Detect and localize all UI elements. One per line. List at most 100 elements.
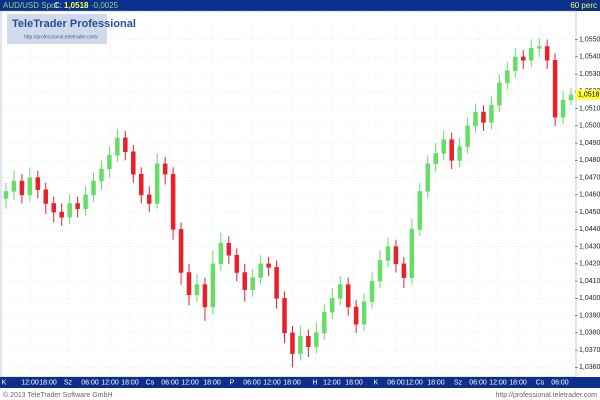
x-tick-label: 06:00 xyxy=(81,379,99,386)
candle-body xyxy=(146,194,152,204)
candle-body xyxy=(154,163,160,204)
candle-body xyxy=(250,277,255,290)
logo-url: http://professional.teletrader.com/ xyxy=(24,34,99,40)
candle-body xyxy=(385,246,391,261)
x-tick-label: 06:00 xyxy=(243,379,261,386)
candle-body xyxy=(83,194,88,209)
x-tick-label: 06:00 xyxy=(161,379,179,386)
y-tick-label: 1,0530 xyxy=(579,71,600,78)
candle-body xyxy=(75,203,80,209)
candle-body xyxy=(322,311,327,334)
y-tick-label: 1,0540 xyxy=(579,54,600,61)
candle-body xyxy=(393,246,399,265)
y-tick-label: 1,0470 xyxy=(579,174,600,181)
candle-body xyxy=(306,336,311,347)
y-tick-label: 1,0400 xyxy=(579,295,600,302)
candle-body xyxy=(3,191,9,199)
x-tick-label: 12:00 xyxy=(181,379,199,386)
candle-body xyxy=(449,139,454,161)
candle-body xyxy=(361,301,367,325)
candle-body xyxy=(274,267,279,299)
candle-body xyxy=(107,154,112,170)
candle-body xyxy=(162,163,168,175)
candle-body xyxy=(59,211,64,218)
candle-body xyxy=(115,137,120,156)
candle-body xyxy=(465,125,470,147)
copyright: © 2013 TeleTrader Software GmbH xyxy=(3,391,112,399)
candle-body xyxy=(139,173,144,196)
logo-box xyxy=(7,14,107,44)
candle-body xyxy=(425,163,431,192)
y-tick-label: 1,0370 xyxy=(579,347,600,354)
candle-body xyxy=(35,177,41,190)
candle-body xyxy=(401,263,407,278)
last-price-box xyxy=(576,89,600,100)
last-price-label: 1,0518 xyxy=(578,92,600,99)
close-caption: C: xyxy=(54,1,62,10)
header-bar xyxy=(0,0,600,11)
y-tick-label: 1,0550 xyxy=(579,36,600,43)
x-tick-label: 12:00 xyxy=(489,379,507,386)
y-tick-label: 1,0380 xyxy=(579,330,600,337)
candle-body xyxy=(521,56,526,61)
candle-body xyxy=(19,180,25,196)
candle-body xyxy=(218,242,224,265)
candle-body xyxy=(298,336,303,354)
x-tick-label: 18:00 xyxy=(203,379,221,386)
candle-body xyxy=(67,203,72,218)
y-tick-label: 1,0440 xyxy=(579,226,600,233)
candle-body xyxy=(266,263,271,268)
candle-body xyxy=(552,60,558,118)
candle-body xyxy=(337,284,343,299)
x-tick-label: K xyxy=(2,379,7,386)
candle-body xyxy=(234,254,240,273)
x-tick-label: 12:00 xyxy=(263,379,281,386)
candle-body xyxy=(473,111,478,127)
x-tick-label: 12:00 xyxy=(101,379,119,386)
candle-body xyxy=(377,260,383,282)
x-tick-label: 12:00 xyxy=(323,379,341,386)
x-tick-label: 12:00 xyxy=(21,379,39,386)
candle-body xyxy=(433,153,438,165)
x-tick-label: H xyxy=(312,379,317,386)
candle-body xyxy=(369,280,375,303)
x-tick-label: 18:00 xyxy=(283,379,301,386)
candle-body xyxy=(11,180,17,192)
candle-body xyxy=(170,173,176,230)
x-tick-label: K xyxy=(374,379,379,386)
interval: 60 perc xyxy=(570,1,597,10)
candle-body xyxy=(409,229,415,278)
plot-area xyxy=(0,10,577,378)
y-tick-label: 1,0420 xyxy=(579,261,600,268)
x-axis-bar xyxy=(0,377,600,388)
y-tick-label: 1,0450 xyxy=(579,209,600,216)
candle-body xyxy=(226,242,232,256)
x-tick-label: 18:00 xyxy=(345,379,363,386)
x-tick-label: 18:00 xyxy=(427,379,445,386)
x-tick-label: 18:00 xyxy=(121,379,139,386)
candle-body xyxy=(481,111,486,123)
y-tick-label: 1,0430 xyxy=(579,243,600,250)
y-tick-label: 1,0390 xyxy=(579,312,600,319)
candle-body xyxy=(131,151,136,175)
candle-body xyxy=(51,203,56,213)
change-value: -0,0025 xyxy=(91,1,119,10)
x-tick-label: Sz xyxy=(64,379,73,386)
candle-body xyxy=(457,146,462,161)
candle-body xyxy=(290,332,295,354)
x-tick-label: Cs xyxy=(146,379,155,386)
candle-body xyxy=(282,298,287,334)
x-tick-label: 06:00 xyxy=(551,379,569,386)
candle-body xyxy=(99,168,104,182)
y-tick-label: 1,0410 xyxy=(579,278,600,285)
candle-body xyxy=(513,56,518,71)
x-tick-label: 18:00 xyxy=(39,379,57,386)
y-tick-label: 1,0480 xyxy=(579,157,600,164)
candle-body xyxy=(123,137,128,152)
logo-title: TeleTrader Professional xyxy=(12,18,136,30)
close-value: 1,0518 xyxy=(64,1,89,10)
x-tick-label: Sz xyxy=(454,379,463,386)
candle-body xyxy=(202,284,208,308)
candle-body xyxy=(194,284,200,296)
candle-body xyxy=(210,263,216,308)
